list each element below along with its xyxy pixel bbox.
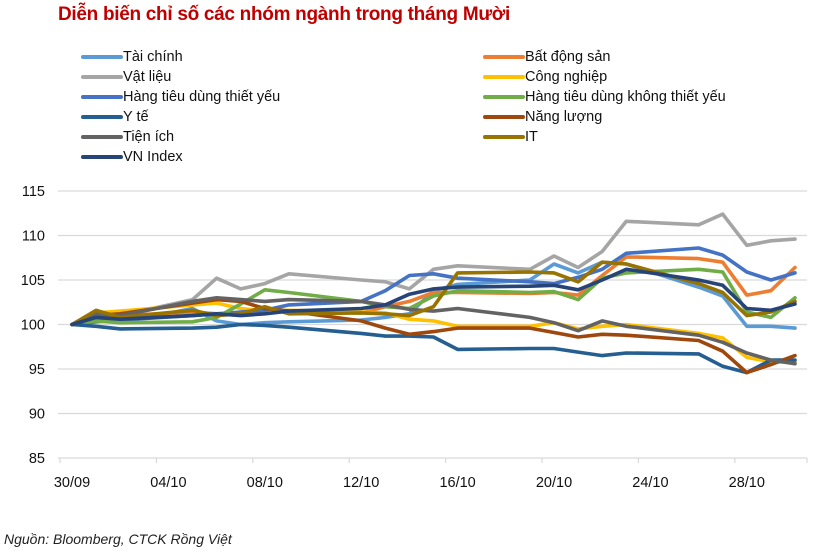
legend-swatch bbox=[81, 75, 123, 79]
x-tick-label: 04/10 bbox=[150, 475, 186, 491]
series-line-series-6 bbox=[70, 322, 797, 375]
legend-label: IT bbox=[525, 129, 538, 145]
legend-item: VN Index bbox=[81, 147, 183, 167]
series-line-series-5 bbox=[70, 267, 797, 327]
chart-title: Diễn biến chỉ số các nhóm ngành trong th… bbox=[58, 4, 510, 25]
legend-swatch bbox=[81, 155, 123, 159]
legend-item: Tiện ích bbox=[81, 127, 174, 147]
y-tick-label: 115 bbox=[22, 184, 45, 200]
legend-item: Năng lượng bbox=[483, 107, 602, 127]
x-axis: 30/09 04/10 08/10 12/10 16/10 20/10 24/10 28/10 bbox=[54, 458, 808, 491]
legend-label: VN Index bbox=[123, 149, 183, 165]
series-line-series-8 bbox=[70, 295, 797, 366]
y-axis-ticks: 85 90 95 100 105 110 115 bbox=[21, 184, 45, 467]
legend-label: Tài chính bbox=[123, 49, 183, 65]
series-line-series-10 bbox=[70, 267, 797, 327]
x-tick-label: 30/09 bbox=[54, 475, 90, 491]
legend-item: IT bbox=[483, 127, 538, 147]
legend-label: Tiện ích bbox=[123, 129, 175, 145]
y-tick-label: 100 bbox=[21, 318, 45, 334]
y-tick-label: 90 bbox=[29, 407, 45, 423]
legend-label: Công nghiệp bbox=[525, 69, 608, 85]
legend-swatch bbox=[81, 115, 123, 119]
legend-label: Bất động sản bbox=[525, 49, 611, 65]
legend-item: Hàng tiêu dùng thiết yếu bbox=[81, 87, 280, 107]
x-tick-label: 20/10 bbox=[536, 475, 572, 491]
x-tick-label: 24/10 bbox=[632, 475, 668, 491]
y-tick-label: 85 bbox=[29, 451, 45, 467]
y-tick-label: 105 bbox=[21, 273, 45, 289]
legend-label: Hàng tiêu dùng thiết yếu bbox=[123, 89, 281, 105]
legend-item: Tài chính bbox=[81, 47, 183, 67]
legend-item: Công nghiệp bbox=[483, 67, 607, 87]
legend-swatch bbox=[483, 115, 525, 119]
x-tick-label: 12/10 bbox=[343, 475, 379, 491]
x-tick-label: 28/10 bbox=[729, 475, 765, 491]
y-tick-label: 95 bbox=[29, 362, 45, 378]
x-tick-label: 08/10 bbox=[247, 475, 283, 491]
x-tick-label: 16/10 bbox=[439, 475, 475, 491]
source-note: Nguồn: Bloomberg, CTCK Rồng Việt bbox=[4, 531, 232, 547]
legend-swatch bbox=[483, 75, 525, 79]
series-line-series-2 bbox=[70, 212, 797, 327]
legend-label: Vật liệu bbox=[123, 69, 172, 85]
legend-label: Năng lượng bbox=[525, 109, 603, 125]
legend-swatch bbox=[483, 55, 525, 59]
legend-label: Y tế bbox=[123, 109, 149, 125]
series-line-series-3 bbox=[70, 301, 797, 364]
gridlines bbox=[58, 190, 807, 459]
legend-swatch bbox=[81, 135, 123, 139]
legend-item: Y tế bbox=[81, 107, 149, 127]
legend-swatch bbox=[81, 95, 123, 99]
legend-item: Vật liệu bbox=[81, 67, 171, 87]
legend-swatch bbox=[483, 95, 525, 99]
legend-swatch bbox=[483, 135, 525, 139]
legend-label: Hàng tiêu dùng không thiết yếu bbox=[525, 89, 726, 105]
legend-item: Hàng tiêu dùng không thiết yếu bbox=[483, 87, 726, 107]
series-lines bbox=[70, 212, 797, 375]
legend-item: Bất động sản bbox=[483, 47, 610, 67]
y-tick-label: 110 bbox=[22, 229, 45, 245]
legend-swatch bbox=[81, 55, 123, 59]
